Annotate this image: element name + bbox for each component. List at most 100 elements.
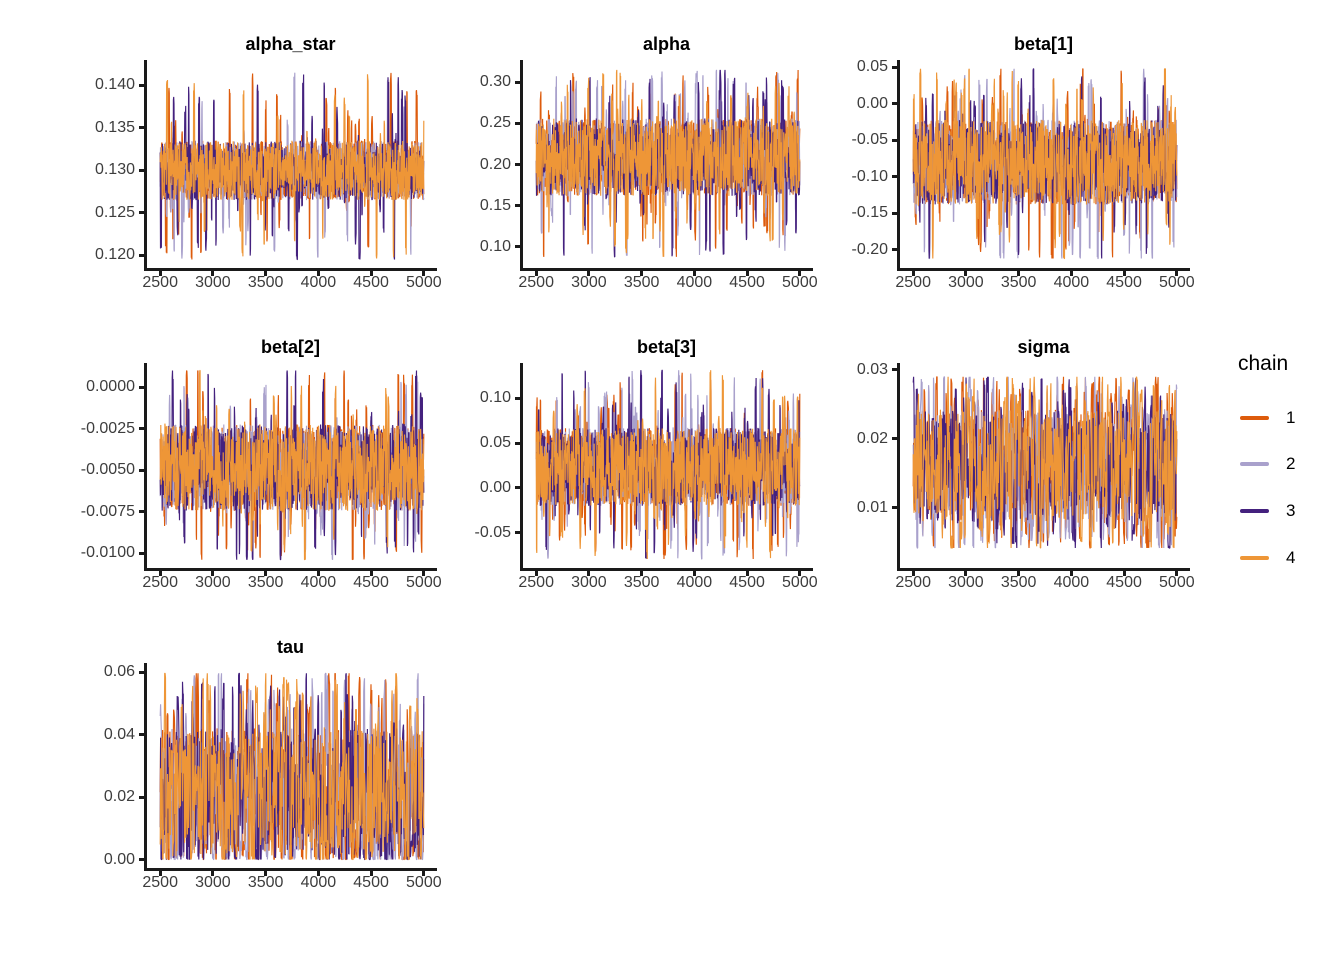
x-tick-label: 4500 <box>353 274 389 291</box>
x-tick-mark <box>316 571 320 576</box>
chain-4-trace <box>535 69 801 257</box>
y-tick-label: 0.10 <box>479 389 511 407</box>
x-tick-mark <box>911 571 915 576</box>
y-tick-mark <box>515 121 520 125</box>
panel-title: tau <box>277 637 304 657</box>
plot-area <box>897 363 1190 571</box>
y-tick-label: -0.10 <box>851 167 888 185</box>
x-tick-mark <box>1175 271 1179 276</box>
x-axis: 2500 3000 3500 4000 4500 5000 <box>518 271 818 297</box>
y-tick-label: 0.30 <box>479 73 511 91</box>
y-tick-label: -0.0025 <box>80 419 135 437</box>
y-tick-mark <box>892 211 897 215</box>
y-tick-label: -0.0075 <box>80 502 135 520</box>
x-tick-label: 3000 <box>571 274 607 291</box>
y-tick-label: -0.05 <box>851 131 888 149</box>
y-axis: 0.03 0.02 0.01 <box>815 361 897 571</box>
y-tick-mark <box>139 385 144 389</box>
chain-4-trace <box>159 672 425 861</box>
x-tick-mark <box>964 271 968 276</box>
chain-1-color-line <box>1240 416 1269 420</box>
y-axis: 0.0000 -0.0025 -0.0050 -0.0075 -0.0100 <box>62 363 144 571</box>
x-axis: 2500 3000 3500 4000 4500 5000 <box>895 271 1195 297</box>
trace-lines <box>535 369 801 560</box>
x-tick-mark <box>369 871 373 876</box>
x-tick-mark <box>422 871 426 876</box>
x-tick-mark <box>1069 571 1073 576</box>
x-tick-mark <box>264 871 268 876</box>
x-tick-mark <box>587 571 591 576</box>
y-tick-label: 0.00 <box>856 94 888 112</box>
x-tick-label: 4500 <box>353 574 389 591</box>
panel-title: alpha_star <box>245 34 336 54</box>
plot-area <box>897 60 1190 271</box>
trace-panel-alpha_star: alpha_star 0.140 0.135 0.130 0.125 0.120 2500 3… <box>62 28 442 297</box>
x-axis: 2500 3000 3500 4000 4500 5000 <box>518 571 818 597</box>
x-tick-mark <box>264 271 268 276</box>
trace-panel-alpha: alpha 0.30 0.25 0.20 0.15 0.10 2500 3000 3500 400… <box>438 28 818 297</box>
x-tick-mark <box>158 571 162 576</box>
x-tick-label: 5000 <box>1159 574 1195 591</box>
x-tick-label: 3500 <box>247 874 284 891</box>
x-tick-label: 5000 <box>406 874 442 891</box>
x-tick-label: 4500 <box>729 274 765 291</box>
y-tick-label: 0.140 <box>94 76 135 94</box>
legend-entry-label: 1 <box>1286 408 1296 427</box>
x-tick-label: 4000 <box>676 274 713 291</box>
trace-lines <box>159 672 425 861</box>
x-tick-label: 2500 <box>895 274 931 291</box>
y-tick-mark <box>139 427 144 431</box>
chain-legend: chain 1 2 3 4 <box>1232 352 1344 584</box>
x-tick-mark <box>211 271 215 276</box>
y-tick-mark <box>515 531 520 535</box>
x-tick-label: 4000 <box>300 274 337 291</box>
x-tick-label: 3000 <box>195 574 231 591</box>
y-tick-label: 0.02 <box>856 429 888 447</box>
x-axis: 2500 3000 3500 4000 4500 5000 <box>142 271 442 297</box>
x-tick-label: 4500 <box>1106 274 1142 291</box>
y-tick-mark <box>139 795 144 799</box>
y-tick-label: 0.01 <box>856 498 888 516</box>
trace-panel-sigma: sigma 0.03 0.02 0.01 2500 3000 3500 4000 4500 500… <box>815 331 1195 597</box>
panel-title: alpha <box>642 34 690 54</box>
panel-title: sigma <box>1017 337 1070 357</box>
y-tick-label: 0.05 <box>479 434 511 452</box>
y-tick-mark <box>139 253 144 257</box>
y-tick-label: 0.0000 <box>86 378 135 396</box>
x-tick-label: 4000 <box>676 574 713 591</box>
x-tick-mark <box>1017 271 1021 276</box>
chain-4-trace <box>159 369 425 561</box>
x-tick-mark <box>640 571 644 576</box>
x-tick-mark <box>745 571 749 576</box>
y-axis: 0.05 0.00 -0.05 -0.10 -0.15 -0.20 <box>815 58 897 271</box>
y-tick-label: 0.00 <box>103 850 135 868</box>
y-tick-label: 0.120 <box>94 246 135 264</box>
x-tick-mark <box>211 871 215 876</box>
x-tick-mark <box>211 571 215 576</box>
legend-entry-label: 4 <box>1286 548 1296 567</box>
x-tick-mark <box>369 571 373 576</box>
y-tick-label: 0.125 <box>94 203 135 221</box>
y-tick-mark <box>892 138 897 142</box>
y-tick-label: 0.135 <box>94 118 135 136</box>
chain-3-color-line <box>1240 509 1269 513</box>
trace-panel-beta[2]: beta[2] 0.0000 -0.0025 -0.0050 -0.0075 -0.010… <box>62 331 442 597</box>
x-tick-mark <box>422 271 426 276</box>
x-tick-label: 5000 <box>1159 274 1195 291</box>
legend-entry-label: 2 <box>1286 454 1296 473</box>
x-tick-label: 3500 <box>623 274 660 291</box>
chain-2-color-line <box>1240 462 1269 466</box>
x-tick-mark <box>692 571 696 576</box>
y-tick-label: 0.130 <box>94 161 135 179</box>
x-tick-mark <box>316 871 320 876</box>
chain-4-color-line <box>1240 556 1269 560</box>
y-tick-label: 0.02 <box>103 788 135 806</box>
y-tick-mark <box>139 551 144 555</box>
x-tick-mark <box>264 571 268 576</box>
trace-lines <box>159 369 425 561</box>
chain-4-trace <box>912 68 1178 260</box>
y-tick-label: 0.04 <box>103 725 135 743</box>
x-tick-label: 2500 <box>895 574 931 591</box>
x-tick-label: 4500 <box>353 874 389 891</box>
